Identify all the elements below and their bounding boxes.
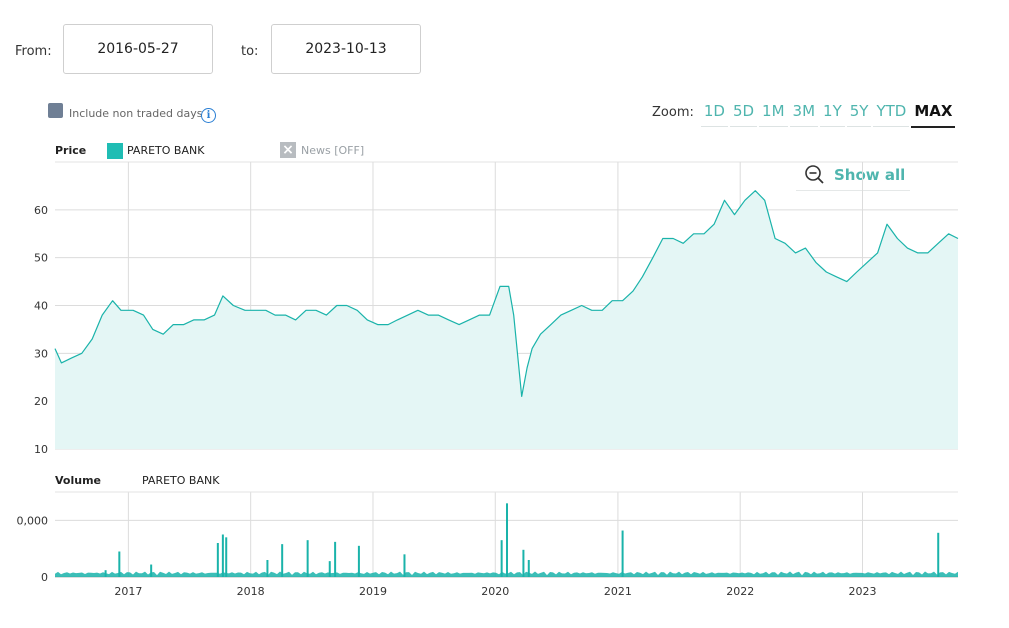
info-icon[interactable]: i — [201, 108, 216, 123]
volume-legend-series: PARETO BANK — [142, 474, 220, 487]
volume-bar — [216, 543, 219, 577]
price-y-tick-label: 40 — [34, 300, 48, 313]
volume-bar — [266, 560, 269, 577]
zoom-controls: Zoom: 1D 5D 1M 3M 1Y 5Y YTD MAX — [652, 102, 956, 128]
price-y-tick-label: 50 — [34, 252, 48, 265]
volume-bar — [500, 540, 503, 577]
to-date-input[interactable]: 2023-10-13 — [271, 24, 421, 74]
zoom-1y-button[interactable]: 1Y — [820, 102, 845, 127]
volume-bar — [306, 540, 309, 577]
x-tick-label: 2021 — [604, 585, 632, 598]
volume-bar — [403, 554, 406, 577]
price-y-tick-label: 60 — [34, 204, 48, 217]
volume-bar — [104, 570, 107, 577]
show-all-label: Show all — [834, 166, 906, 184]
volume-panel-title: Volume — [55, 474, 101, 487]
include-non-traded-label: Include non traded days — [69, 107, 203, 120]
volume-bar — [506, 503, 509, 577]
zoom-5y-button[interactable]: 5Y — [846, 102, 872, 127]
price-area-fill — [55, 190, 958, 449]
volume-bar — [621, 530, 624, 577]
volume-bar — [221, 534, 224, 577]
zoom-label: Zoom: — [652, 105, 694, 120]
include-non-traded-checkbox[interactable] — [48, 103, 63, 118]
volume-bar — [357, 545, 360, 577]
zoom-3m-button[interactable]: 3M — [789, 102, 819, 127]
to-label: to: — [241, 44, 259, 59]
price-y-tick-label: 10 — [34, 443, 48, 456]
price-panel-title: Price — [55, 144, 87, 157]
volume-y-tick-label: 0 — [41, 571, 48, 584]
x-tick-label: 2023 — [849, 585, 877, 598]
x-tick-label: 2020 — [481, 585, 509, 598]
volume-bar — [334, 541, 337, 577]
volume-bar — [937, 532, 940, 577]
zoom-1m-button[interactable]: 1M — [759, 102, 788, 127]
show-all-button[interactable]: Show all — [796, 160, 910, 191]
price-series-line — [54, 190, 959, 397]
zoom-1d-button[interactable]: 1D — [700, 102, 728, 127]
price-legend-swatch[interactable] — [107, 143, 123, 159]
x-tick-label: 2018 — [237, 585, 265, 598]
price-legend-series[interactable]: PARETO BANK — [127, 144, 205, 157]
price-y-tick-label: 30 — [34, 347, 48, 360]
volume-y-tick-label: 0,000 — [17, 514, 49, 527]
volume-bar — [328, 561, 331, 577]
news-toggle-icon[interactable]: × — [280, 142, 296, 158]
price-y-tick-label: 20 — [34, 395, 48, 408]
from-label: From: — [15, 44, 52, 59]
from-date-input[interactable]: 2016-05-27 — [63, 24, 213, 74]
volume-bar — [281, 544, 284, 577]
news-toggle-label[interactable]: News [OFF] — [301, 144, 365, 157]
x-tick-label: 2022 — [726, 585, 754, 598]
volume-bar — [522, 549, 525, 577]
zoom-out-icon — [805, 165, 824, 184]
volume-bar — [527, 560, 530, 577]
volume-bar — [225, 537, 228, 577]
x-tick-label: 2017 — [114, 585, 142, 598]
zoom-max-button[interactable]: MAX — [911, 102, 956, 128]
x-tick-label: 2019 — [359, 585, 387, 598]
zoom-ytd-button[interactable]: YTD — [873, 102, 910, 127]
zoom-5d-button[interactable]: 5D — [729, 102, 758, 127]
volume-bar — [118, 551, 121, 577]
volume-bar — [150, 564, 153, 577]
